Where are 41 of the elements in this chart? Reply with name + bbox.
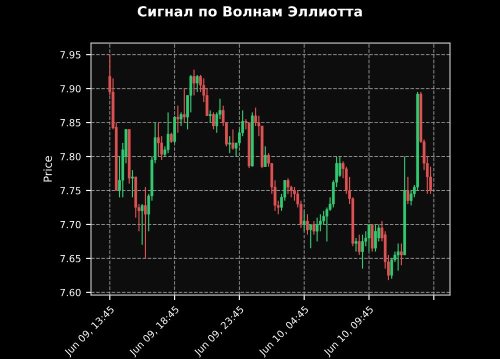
chart-title: Сигнал по Волнам Эллиотта bbox=[138, 6, 362, 17]
candlestick bbox=[309, 224, 312, 249]
candlestick bbox=[166, 112, 170, 154]
candlestick bbox=[170, 132, 173, 144]
candlestick bbox=[374, 224, 377, 252]
candlestick bbox=[144, 186, 147, 259]
candlestick bbox=[316, 217, 319, 242]
candlestick bbox=[306, 214, 309, 236]
y-tick-label: 7.75 bbox=[60, 187, 80, 194]
candlestick bbox=[302, 210, 306, 232]
candlestick bbox=[180, 112, 182, 127]
y-tick-label: 7.70 bbox=[60, 220, 81, 228]
candlestick bbox=[192, 69, 196, 96]
candlestick bbox=[396, 242, 400, 272]
y-axis-title: Price bbox=[43, 156, 52, 182]
candlestick bbox=[264, 146, 267, 168]
candlestick bbox=[228, 136, 232, 154]
y-tick-label: 7.80 bbox=[60, 153, 81, 160]
candlestick bbox=[358, 234, 361, 256]
candlestick bbox=[370, 224, 374, 252]
candlestick bbox=[368, 224, 370, 252]
candlestick bbox=[312, 220, 316, 236]
candlestick bbox=[400, 242, 403, 266]
candlestick bbox=[208, 110, 212, 124]
y-tick-label: 7.65 bbox=[60, 254, 80, 262]
candlestick bbox=[176, 105, 180, 134]
candlestick bbox=[182, 88, 186, 124]
candlestick bbox=[196, 74, 199, 93]
y-tick-label: 7.95 bbox=[60, 51, 80, 58]
candlestick bbox=[131, 170, 134, 198]
candlestick bbox=[140, 204, 144, 246]
y-tick-label: 7.90 bbox=[60, 85, 81, 92]
candlestick bbox=[157, 122, 160, 158]
candlestick bbox=[212, 112, 215, 130]
candlestick bbox=[406, 176, 410, 205]
candlestick bbox=[286, 178, 290, 194]
y-tick-label: 7.60 bbox=[60, 288, 81, 296]
candlestick bbox=[354, 237, 358, 252]
candlestick bbox=[232, 128, 234, 150]
candlestick bbox=[361, 234, 364, 270]
y-tick-label: 7.85 bbox=[60, 119, 80, 126]
